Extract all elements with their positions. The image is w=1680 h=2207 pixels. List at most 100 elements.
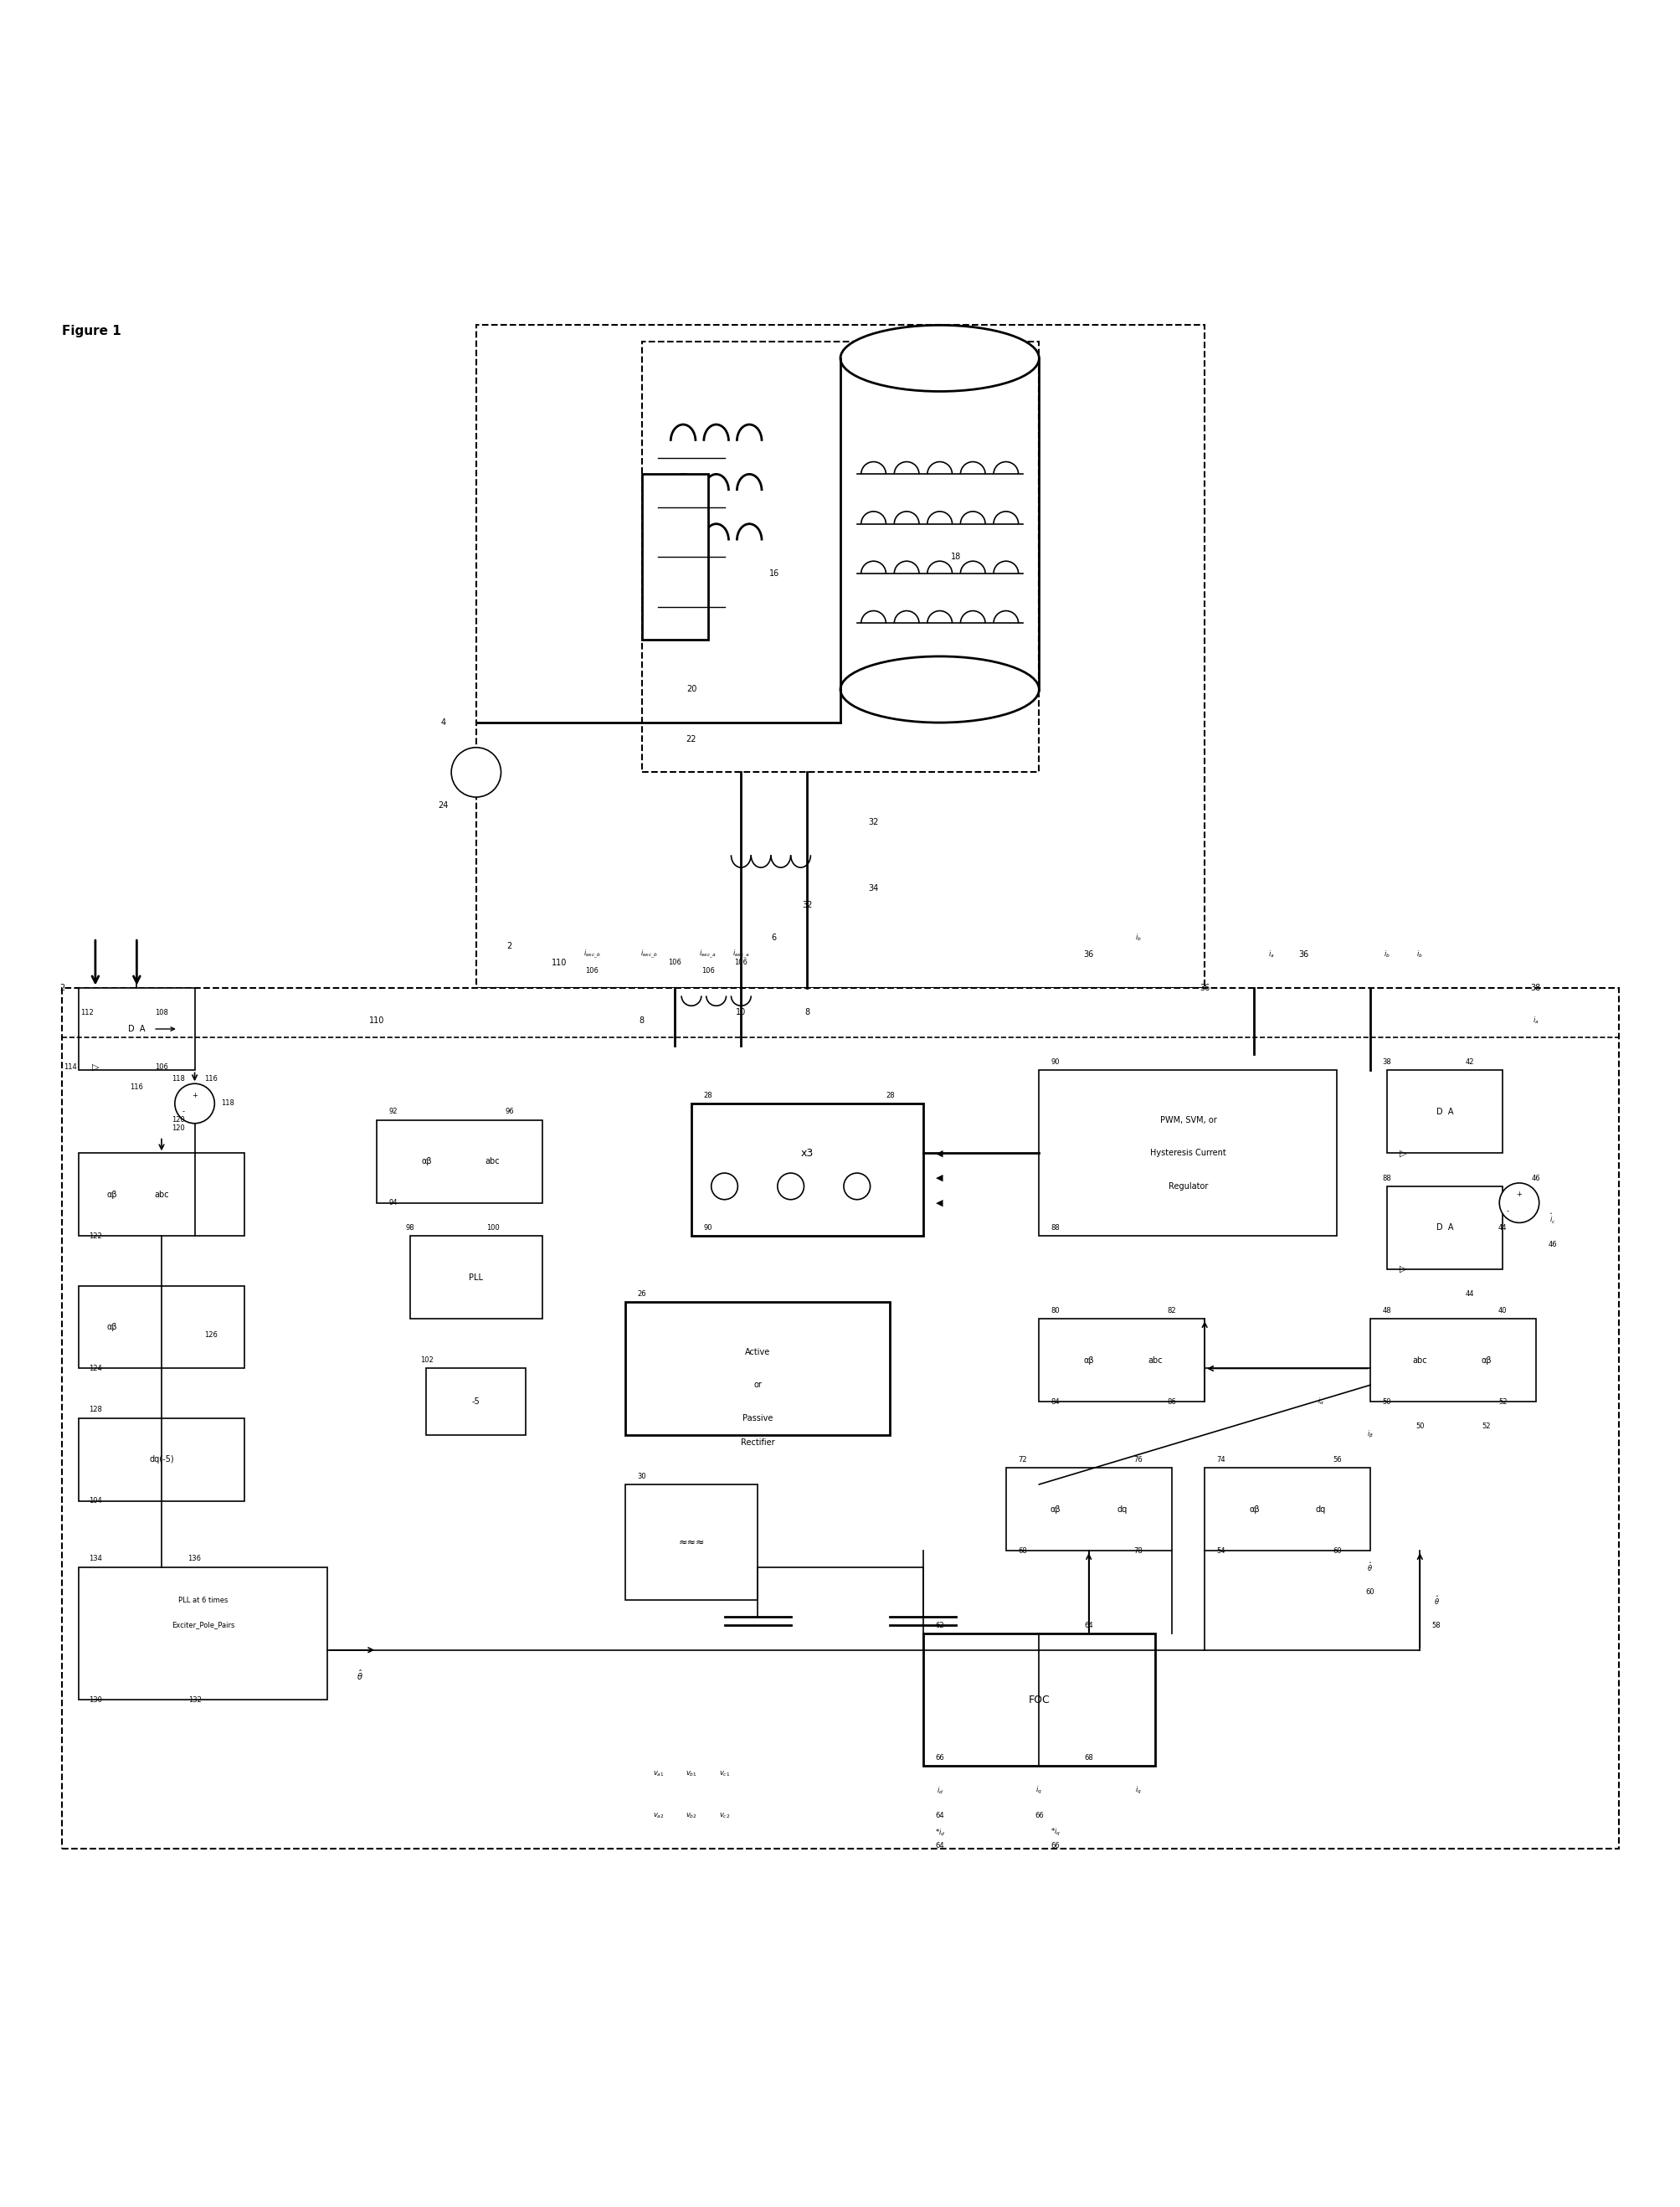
Text: 130: 130 [89,1695,102,1704]
Circle shape [778,1174,803,1201]
Text: αβ: αβ [106,1322,118,1331]
Text: dq: dq [1116,1505,1127,1514]
Text: 52: 52 [1482,1424,1490,1430]
Text: 76: 76 [1134,1457,1142,1463]
Text: D  A: D A [1435,1223,1453,1232]
Text: $i_{exc\_a}$: $i_{exc\_a}$ [699,949,716,960]
Text: 68: 68 [1018,1547,1026,1554]
Text: 114: 114 [64,1064,77,1070]
Text: $i_a$: $i_a$ [1532,1015,1539,1026]
Text: $i_d$: $i_d$ [936,1785,942,1796]
Text: 58: 58 [1431,1622,1440,1629]
Text: 4: 4 [440,719,445,726]
Text: 42: 42 [1465,1059,1473,1066]
Text: 132: 132 [188,1695,202,1704]
Text: 118: 118 [171,1075,185,1081]
Text: $i_\alpha$: $i_\alpha$ [1317,1397,1324,1406]
Text: 38: 38 [1530,984,1541,991]
Text: 26: 26 [637,1291,645,1298]
Text: 116: 116 [129,1084,143,1090]
Text: Passive: Passive [743,1415,773,1421]
Bar [625,1302,890,1435]
Bar [1369,1320,1536,1401]
Text: 22: 22 [685,735,696,744]
Text: 106: 106 [701,967,714,975]
Bar [475,324,1205,987]
Text: 64: 64 [934,1841,944,1849]
Text: 8: 8 [638,1017,643,1024]
Text: ◀: ◀ [936,1198,942,1207]
Text: 118: 118 [222,1099,234,1108]
Text: $i_{exc\_b}$: $i_{exc\_b}$ [583,949,600,960]
Text: 64: 64 [1084,1622,1092,1629]
Text: 106: 106 [669,960,680,967]
Bar [79,1419,244,1501]
Text: 36: 36 [1200,984,1210,991]
Text: 108: 108 [155,1009,168,1015]
Text: 44: 44 [1497,1225,1507,1232]
Bar [1006,1468,1171,1552]
Text: abc: abc [155,1190,170,1198]
Text: 48: 48 [1381,1307,1391,1315]
Bar [79,1287,244,1368]
Text: 34: 34 [869,885,879,892]
Bar [1386,1070,1502,1154]
Text: αβ: αβ [1050,1505,1060,1514]
Text: 20: 20 [685,686,696,693]
Text: $i_b$: $i_b$ [1383,949,1389,960]
Text: 126: 126 [205,1331,218,1340]
Text: 88: 88 [1050,1225,1060,1232]
Bar [690,1104,922,1236]
Text: $\hat{\theta}$: $\hat{\theta}$ [1366,1560,1373,1574]
Bar [79,987,195,1070]
Text: 16: 16 [769,569,780,578]
Text: $\hat{\theta}$: $\hat{\theta}$ [1433,1593,1438,1607]
Bar [79,1154,244,1236]
Text: 98: 98 [405,1225,415,1232]
Text: D  A: D A [128,1024,144,1033]
Text: $v_{c1}$: $v_{c1}$ [719,1770,729,1779]
Text: 60: 60 [1332,1547,1341,1554]
Text: -: - [1505,1207,1509,1214]
Text: 80: 80 [1050,1307,1060,1315]
Text: 100: 100 [486,1225,499,1232]
Text: 112: 112 [81,1009,94,1015]
Text: 102: 102 [420,1357,433,1364]
Text: 6: 6 [771,934,776,942]
Text: $i_\beta$: $i_\beta$ [1366,1430,1373,1441]
Text: abc: abc [1411,1355,1426,1364]
Text: $\hat{\theta}$: $\hat{\theta}$ [356,1668,363,1682]
Text: $i_a$: $i_a$ [1267,949,1273,960]
Text: $v_{a2}$: $v_{a2}$ [652,1812,664,1821]
Bar [427,1368,526,1435]
Text: 86: 86 [1166,1397,1176,1406]
Text: PLL at 6 times: PLL at 6 times [178,1596,228,1604]
Text: $v_{b1}$: $v_{b1}$ [685,1770,697,1779]
Text: 66: 66 [1035,1812,1043,1819]
Circle shape [175,1084,215,1123]
Text: 106: 106 [585,967,598,975]
Text: $i_b$: $i_b$ [1416,949,1423,960]
Text: $*i_q$: $*i_q$ [1050,1827,1060,1838]
Text: 72: 72 [1018,1457,1026,1463]
Text: $i_{exc\_a}$: $i_{exc\_a}$ [732,949,749,960]
Text: abc: abc [1147,1355,1163,1364]
Text: 2: 2 [506,942,512,951]
Text: x3: x3 [801,1148,813,1159]
Bar [1205,1468,1369,1552]
Circle shape [711,1174,738,1201]
Text: +: + [192,1092,198,1099]
Ellipse shape [840,655,1038,722]
Text: Exciter_Pole_Pairs: Exciter_Pole_Pairs [171,1622,235,1629]
Text: or: or [753,1382,761,1388]
Text: dq: dq [1315,1505,1326,1514]
Bar [625,1485,758,1600]
Text: PWM, SVM, or: PWM, SVM, or [1159,1117,1216,1123]
Text: $i_q$: $i_q$ [1035,1785,1042,1796]
Text: $i_q$: $i_q$ [1134,1785,1141,1796]
Text: 50: 50 [1415,1424,1423,1430]
Text: +: + [1515,1192,1522,1198]
Text: 36: 36 [1299,951,1309,958]
Bar [62,987,1618,1849]
Text: 78: 78 [1134,1547,1142,1554]
